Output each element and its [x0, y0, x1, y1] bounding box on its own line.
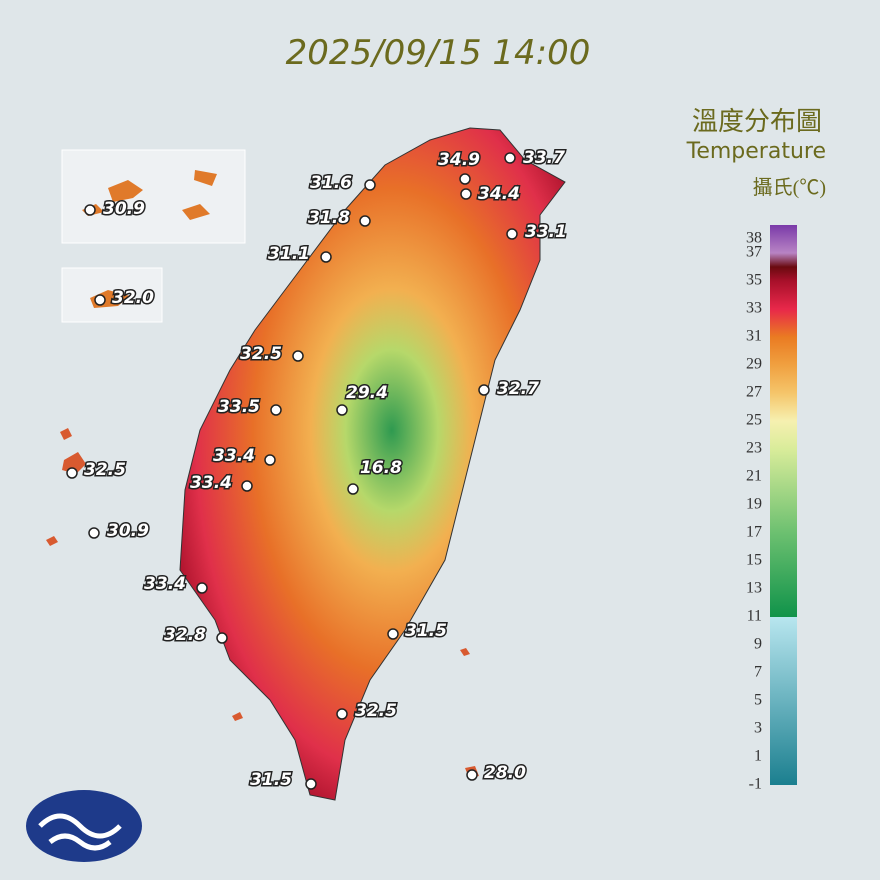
station-temperature: 33.4: [213, 446, 255, 466]
station-temperature: 31.6: [310, 173, 352, 193]
station-dot: [320, 251, 332, 263]
station-temperature: 31.1: [268, 244, 310, 264]
legend-tick-label: 13: [746, 580, 762, 597]
legend-tick-label: 11: [747, 608, 762, 625]
legend-tick-label: 33: [746, 300, 762, 317]
legend-tick-label: 31: [746, 328, 762, 345]
legend-tick-label: -1: [749, 776, 762, 793]
station-temperature: 31.5: [250, 770, 292, 790]
station-temperature: 28.0: [484, 763, 526, 783]
map-title: 2025/09/15 14:00: [286, 33, 591, 73]
station-dot: [336, 404, 348, 416]
station-temperature: 31.5: [405, 621, 447, 641]
logo: [26, 790, 142, 862]
station-temperature: 33.4: [190, 473, 232, 493]
legend-unit: 攝氏(℃): [753, 176, 826, 199]
legend-tick-label: 3: [754, 720, 762, 737]
legend-title: 溫度分布圖: [692, 107, 822, 136]
matsu-inset: [61, 149, 246, 244]
station-temperature: 30.9: [107, 521, 149, 541]
station-temperature: 32.5: [240, 344, 282, 364]
station-dot: [504, 152, 516, 164]
legend-tick-label: 35: [746, 272, 762, 289]
station-dot: [216, 632, 228, 644]
station-dot: [66, 467, 78, 479]
color-bar: [770, 225, 797, 785]
legend-tick-label: 23: [746, 440, 762, 457]
station-dot: [88, 527, 100, 539]
station-dot: [347, 483, 359, 495]
station-dot: [506, 228, 518, 240]
station-temperature: 33.5: [218, 397, 260, 417]
station-temperature: 32.8: [164, 625, 206, 645]
station-temperature: 33.7: [523, 148, 565, 168]
legend-tick-label: 21: [746, 468, 762, 485]
station-temperature: 31.8: [308, 208, 350, 228]
station-dot: [359, 215, 371, 227]
station-dot: [387, 628, 399, 640]
legend-tick-label: 5: [754, 692, 762, 709]
station-temperature: 32.7: [497, 379, 539, 399]
legend-tick-label: 27: [746, 384, 762, 401]
station-temperature: 30.9: [103, 199, 145, 219]
station-temperature: 34.4: [478, 184, 520, 204]
station-dot: [459, 173, 471, 185]
station-temperature: 32.5: [84, 460, 126, 480]
legend-tick-label: 9: [754, 636, 762, 653]
logo-wave: [38, 813, 122, 851]
station-dot: [336, 708, 348, 720]
station-temperature: 34.9: [438, 150, 480, 170]
station-temperature: 32.5: [355, 701, 397, 721]
legend-tick-label: 1: [754, 748, 762, 765]
legend-tick-label: 7: [754, 664, 762, 681]
station-temperature: 16.8: [360, 458, 402, 478]
legend-tick-label: 37: [746, 244, 762, 261]
station-dot: [292, 350, 304, 362]
station-temperature: 33.4: [144, 574, 186, 594]
station-dot: [84, 204, 96, 216]
station-dot: [364, 179, 376, 191]
station-dot: [466, 769, 478, 781]
station-dot: [305, 778, 317, 790]
station-temperature: 33.1: [525, 222, 567, 242]
legend-tick-label: 25: [746, 412, 762, 429]
station-dot: [196, 582, 208, 594]
legend-tick-label: 19: [746, 496, 762, 513]
legend-tick-label: 15: [746, 552, 762, 569]
station-temperature: 29.4: [346, 383, 388, 403]
legend-tick-label: 29: [746, 356, 762, 373]
station-dot: [241, 480, 253, 492]
legend-subtitle: Temperature: [686, 139, 826, 164]
stations: 34.9 33.734.4 31.6 31.8 33.1 31.1 32.5 29.4 32.7…: [66, 147, 568, 792]
station-dot: [94, 294, 106, 306]
taiwan: [179, 127, 566, 801]
station-dot: [460, 188, 472, 200]
station-temperature: 32.0: [112, 288, 154, 308]
station-dot: [478, 384, 490, 396]
station-dot: [270, 404, 282, 416]
legend-tick-label: 38: [746, 230, 762, 247]
legend-tick-label: 17: [746, 524, 762, 541]
station-dot: [264, 454, 276, 466]
